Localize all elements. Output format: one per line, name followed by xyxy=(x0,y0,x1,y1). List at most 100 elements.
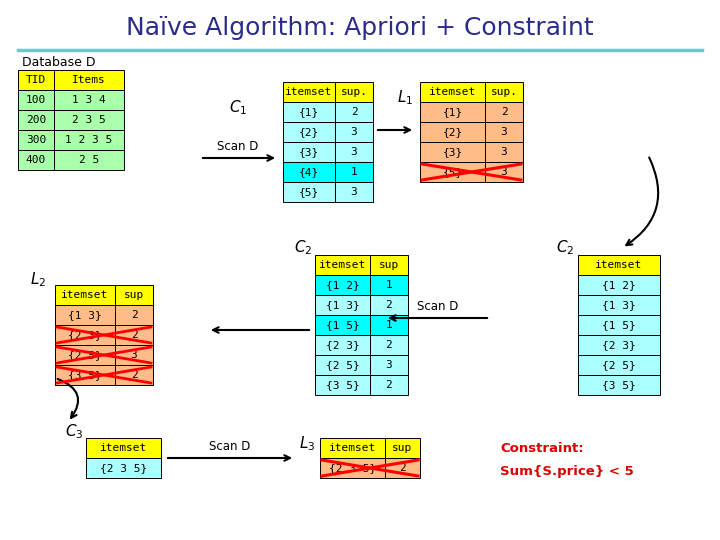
Text: 3: 3 xyxy=(351,147,357,157)
Text: 3: 3 xyxy=(351,127,357,137)
Text: $L_2$: $L_2$ xyxy=(30,271,46,289)
Text: 3: 3 xyxy=(130,350,138,360)
Text: {2 3 5}: {2 3 5} xyxy=(329,463,376,473)
Text: {3 5}: {3 5} xyxy=(602,380,636,390)
Text: 3: 3 xyxy=(500,167,508,177)
Bar xyxy=(420,122,485,142)
Text: $L_3$: $L_3$ xyxy=(299,435,315,454)
Bar xyxy=(320,438,385,458)
Text: 2 5: 2 5 xyxy=(79,155,99,165)
Text: itemset: itemset xyxy=(100,443,147,453)
Bar xyxy=(18,110,54,130)
Bar xyxy=(115,285,153,305)
Text: {1 2}: {1 2} xyxy=(602,280,636,290)
Text: {1 5}: {1 5} xyxy=(325,320,359,330)
Text: 1 3 4: 1 3 4 xyxy=(72,95,106,105)
Text: 2: 2 xyxy=(386,340,392,350)
Bar xyxy=(335,122,373,142)
Bar xyxy=(485,122,523,142)
Text: 200: 200 xyxy=(26,115,46,125)
Bar xyxy=(420,142,485,162)
Bar xyxy=(485,142,523,162)
Bar xyxy=(420,82,485,102)
Bar xyxy=(283,102,335,122)
Text: {3 5}: {3 5} xyxy=(325,380,359,390)
Text: 2: 2 xyxy=(130,310,138,320)
Text: Items: Items xyxy=(72,75,106,85)
Bar xyxy=(320,458,385,478)
Text: itemset: itemset xyxy=(429,87,476,97)
Text: sup.: sup. xyxy=(341,87,367,97)
Bar xyxy=(420,102,485,122)
Text: itemset: itemset xyxy=(61,290,109,300)
Text: 2: 2 xyxy=(500,107,508,117)
Text: Naïve Algorithm: Apriori + Constraint: Naïve Algorithm: Apriori + Constraint xyxy=(126,16,594,40)
Text: Sum{S.price} < 5: Sum{S.price} < 5 xyxy=(500,465,634,478)
Text: {1}: {1} xyxy=(442,107,463,117)
Bar xyxy=(18,130,54,150)
Bar xyxy=(315,335,370,355)
Bar xyxy=(115,325,153,345)
Text: {1 2}: {1 2} xyxy=(325,280,359,290)
Bar xyxy=(54,90,124,110)
Bar xyxy=(420,162,485,182)
Bar xyxy=(578,255,660,275)
Text: 3: 3 xyxy=(500,147,508,157)
Bar xyxy=(115,365,153,385)
Text: {1}: {1} xyxy=(299,107,319,117)
Bar xyxy=(385,458,420,478)
Text: 3: 3 xyxy=(351,187,357,197)
Text: {3 5}: {3 5} xyxy=(68,370,102,380)
Text: $C_2$: $C_2$ xyxy=(294,239,312,258)
Bar xyxy=(578,335,660,355)
Text: Constraint:: Constraint: xyxy=(500,442,584,455)
Bar xyxy=(283,182,335,202)
Text: Database D: Database D xyxy=(22,56,96,69)
Text: 1: 1 xyxy=(386,320,392,330)
Bar xyxy=(115,305,153,325)
Text: 2: 2 xyxy=(130,330,138,340)
Text: 2: 2 xyxy=(399,463,406,473)
Bar xyxy=(315,295,370,315)
Bar xyxy=(335,82,373,102)
Text: 100: 100 xyxy=(26,95,46,105)
Text: Scan D: Scan D xyxy=(418,300,459,313)
Text: TID: TID xyxy=(26,75,46,85)
Text: {1 3}: {1 3} xyxy=(325,300,359,310)
Text: 1: 1 xyxy=(351,167,357,177)
Bar xyxy=(283,82,335,102)
Bar xyxy=(86,458,161,478)
Bar xyxy=(370,355,408,375)
Text: sup: sup xyxy=(379,260,399,270)
Bar xyxy=(54,70,124,90)
Text: sup: sup xyxy=(124,290,144,300)
Text: {2 3 5}: {2 3 5} xyxy=(100,463,147,473)
Bar xyxy=(55,285,115,305)
Text: {2}: {2} xyxy=(442,127,463,137)
Text: 3: 3 xyxy=(386,360,392,370)
Text: 2: 2 xyxy=(351,107,357,117)
Text: {1 5}: {1 5} xyxy=(602,320,636,330)
Bar xyxy=(335,182,373,202)
Bar xyxy=(54,130,124,150)
Bar xyxy=(578,295,660,315)
Text: {2 3}: {2 3} xyxy=(602,340,636,350)
Text: 2: 2 xyxy=(130,370,138,380)
Text: 2 3 5: 2 3 5 xyxy=(72,115,106,125)
Bar xyxy=(283,162,335,182)
Bar xyxy=(335,162,373,182)
Bar xyxy=(335,102,373,122)
Bar xyxy=(485,82,523,102)
Text: 1 2 3 5: 1 2 3 5 xyxy=(66,135,112,145)
Bar xyxy=(315,255,370,275)
Bar xyxy=(54,110,124,130)
Text: itemset: itemset xyxy=(319,260,366,270)
Text: 2: 2 xyxy=(386,300,392,310)
Text: {2 3}: {2 3} xyxy=(325,340,359,350)
Bar xyxy=(55,365,115,385)
Bar xyxy=(370,375,408,395)
Text: {4}: {4} xyxy=(299,167,319,177)
Bar xyxy=(370,255,408,275)
Text: $C_2$: $C_2$ xyxy=(556,239,574,258)
Bar xyxy=(578,315,660,335)
